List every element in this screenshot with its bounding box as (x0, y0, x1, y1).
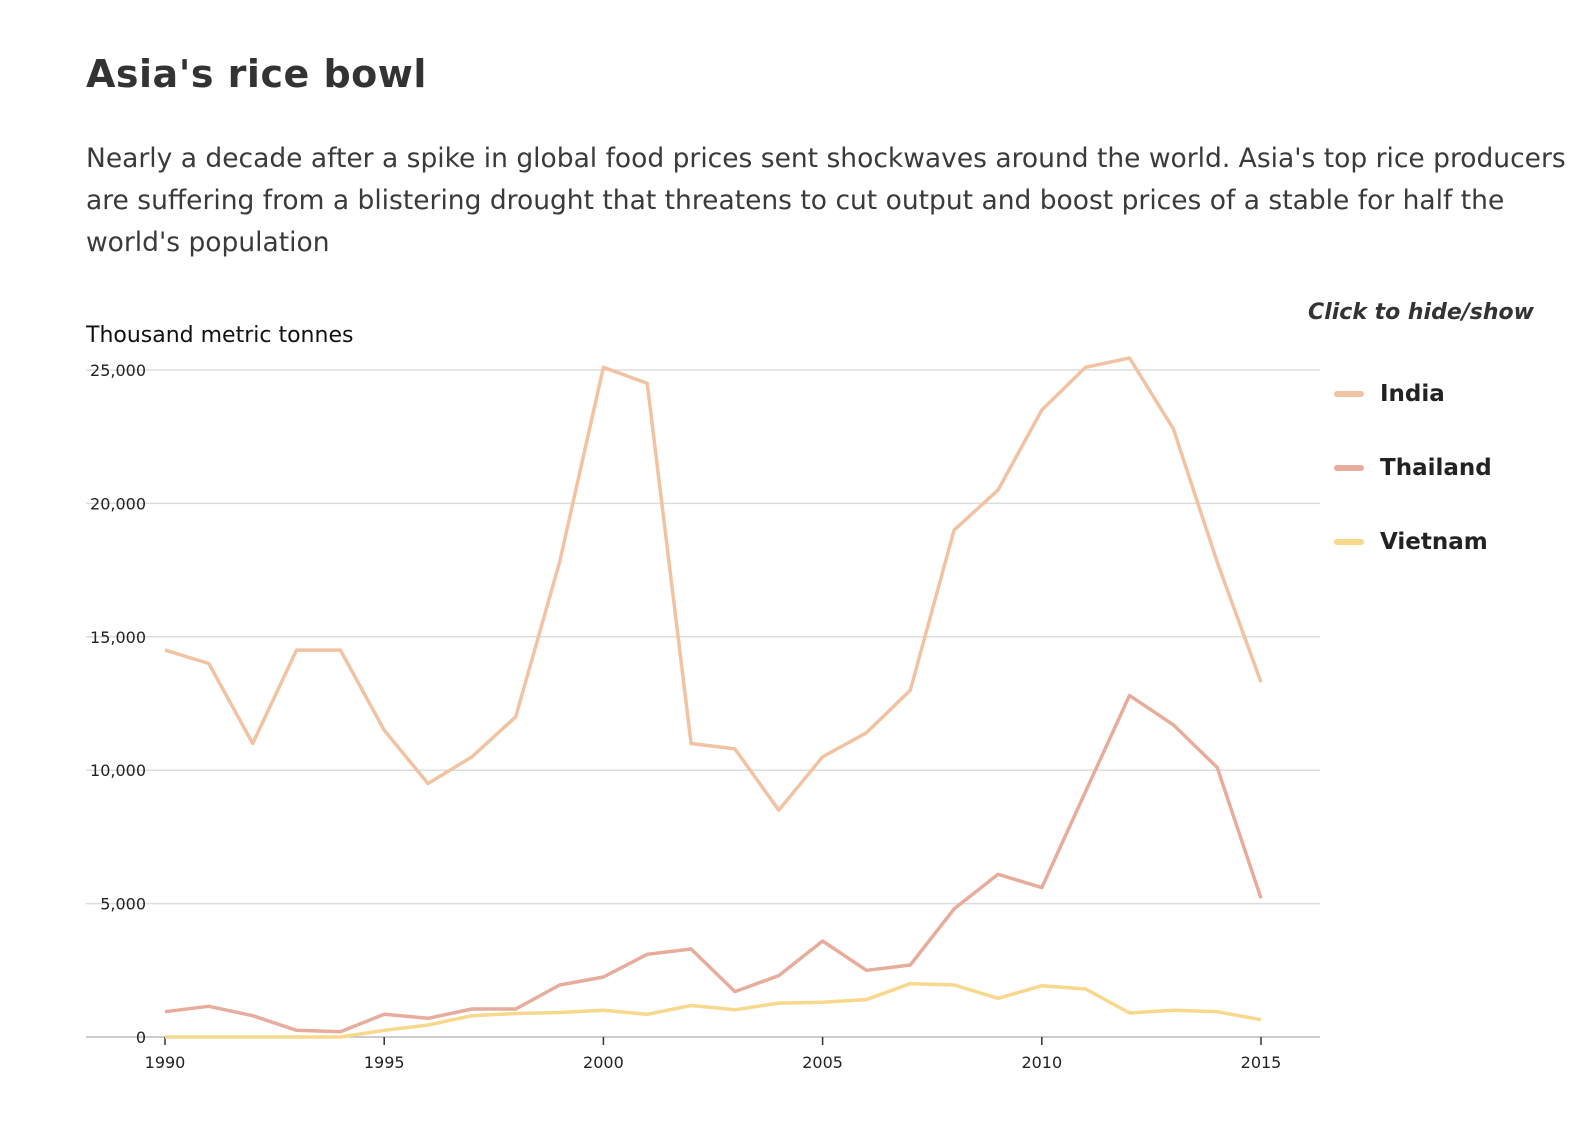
legend: India Thailand Vietnam (1334, 374, 1492, 596)
x-tick-label: 2005 (802, 1053, 843, 1072)
legend-item-india[interactable]: India (1334, 374, 1492, 414)
legend-swatch (1334, 539, 1364, 545)
y-tick-label: 25,000 (90, 361, 146, 380)
series-line-vietnam (165, 981, 1262, 1039)
series-line-thailand (164, 693, 1263, 1034)
legend-label: Thailand (1380, 455, 1492, 481)
y-tick-label: 0 (136, 1028, 146, 1047)
x-tick-label: 2010 (1021, 1053, 1062, 1072)
grid-lines (86, 369, 1320, 1038)
chart-subtitle: Nearly a decade after a spike in global … (86, 143, 1566, 258)
series-lines (164, 356, 1263, 1039)
legend-label: Vietnam (1380, 529, 1488, 555)
series-line-india (164, 356, 1263, 812)
x-tick-label: 2015 (1241, 1053, 1282, 1072)
x-tick-label: 2000 (583, 1053, 624, 1072)
legend-label: India (1380, 381, 1445, 407)
legend-item-thailand[interactable]: Thailand (1334, 448, 1492, 488)
y-tick-label: 20,000 (90, 494, 146, 513)
y-tick-label: 15,000 (90, 628, 146, 647)
x-tick-label: 1995 (364, 1053, 405, 1072)
chart-title: Asia's rice bowl (86, 52, 427, 96)
y-tick-label: 5,000 (100, 895, 146, 914)
legend-swatch (1334, 465, 1364, 471)
legend-swatch (1334, 391, 1364, 397)
legend-hint: Click to hide/show (1308, 300, 1534, 325)
y-axis-ticks: 0 5,000 10,000 15,000 20,000 25,000 (90, 361, 146, 1047)
legend-item-vietnam[interactable]: Vietnam (1334, 522, 1492, 562)
y-tick-label: 10,000 (90, 761, 146, 780)
y-axis-label: Thousand metric tonnes (85, 323, 353, 348)
x-tick-label: 1990 (145, 1053, 186, 1072)
x-axis: 1990 1995 2000 2005 2010 2015 (145, 1037, 1282, 1072)
